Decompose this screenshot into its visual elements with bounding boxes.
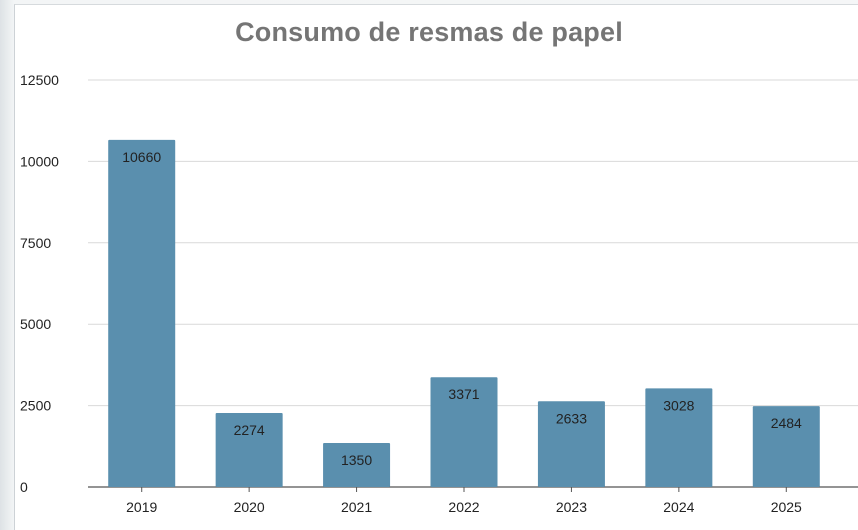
- data-label: 2633: [556, 410, 587, 426]
- bar: [537, 401, 605, 487]
- bar: [323, 443, 391, 487]
- y-tick-label: 12500: [20, 72, 59, 88]
- y-tick-label: 10000: [20, 153, 59, 169]
- bar: [645, 388, 713, 487]
- y-tick-label: 2500: [20, 398, 51, 414]
- bar: [215, 412, 283, 487]
- data-label: 2484: [771, 415, 802, 431]
- bar: [752, 406, 820, 487]
- data-label: 3028: [663, 397, 694, 413]
- bar: [108, 139, 176, 487]
- x-tick-label: 2025: [771, 499, 802, 515]
- x-tick-label: 2022: [448, 499, 479, 515]
- data-label: 3371: [448, 386, 479, 402]
- chart-title: Consumo de resmas de papel: [235, 17, 623, 47]
- data-label: 10660: [122, 149, 161, 165]
- y-tick-label: 0: [20, 479, 28, 495]
- x-tick-label: 2020: [234, 499, 265, 515]
- data-label: 1350: [341, 452, 372, 468]
- data-label: 2274: [234, 422, 265, 438]
- x-tick-label: 2023: [556, 499, 587, 515]
- bar: [430, 377, 498, 487]
- y-tick-label: 5000: [20, 316, 51, 332]
- x-tick-label: 2019: [126, 499, 157, 515]
- x-tick-label: 2024: [663, 499, 694, 515]
- x-tick-label: 2021: [341, 499, 372, 515]
- y-tick-label: 7500: [20, 235, 51, 251]
